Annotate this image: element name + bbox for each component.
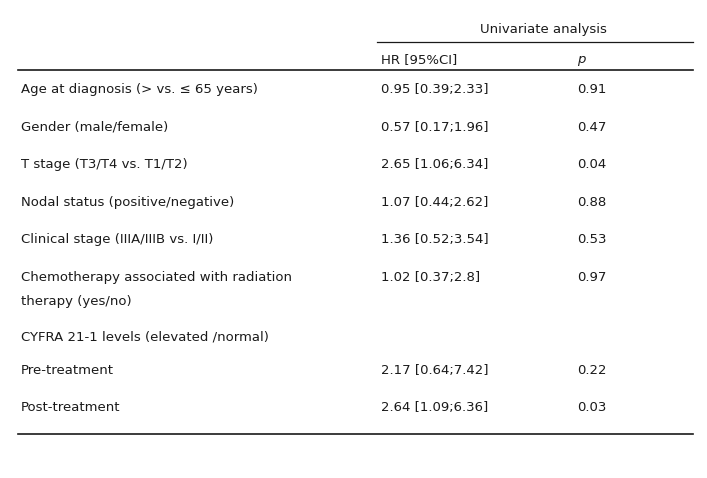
Text: 1.36 [0.52;3.54]: 1.36 [0.52;3.54]: [380, 233, 489, 247]
Text: Univariate analysis: Univariate analysis: [480, 23, 607, 36]
Text: 2.17 [0.64;7.42]: 2.17 [0.64;7.42]: [380, 364, 488, 377]
Text: 0.47: 0.47: [578, 120, 607, 134]
Text: Pre-treatment: Pre-treatment: [21, 364, 114, 377]
Text: therapy (yes/no): therapy (yes/no): [21, 295, 132, 308]
Text: 1.02 [0.37;2.8]: 1.02 [0.37;2.8]: [380, 271, 480, 284]
Text: 2.64 [1.09;6.36]: 2.64 [1.09;6.36]: [380, 402, 488, 414]
Text: 2.65 [1.06;6.34]: 2.65 [1.06;6.34]: [380, 158, 488, 171]
Text: 0.04: 0.04: [578, 158, 607, 171]
Text: 0.91: 0.91: [578, 83, 607, 96]
Text: 0.57 [0.17;1.96]: 0.57 [0.17;1.96]: [380, 120, 488, 134]
Text: HR [95%CI]: HR [95%CI]: [380, 53, 457, 66]
Text: Age at diagnosis (> vs. ≤ 65 years): Age at diagnosis (> vs. ≤ 65 years): [21, 83, 258, 96]
Text: T stage (T3/T4 vs. T1/T2): T stage (T3/T4 vs. T1/T2): [21, 158, 187, 171]
Text: 0.95 [0.39;2.33]: 0.95 [0.39;2.33]: [380, 83, 488, 96]
Text: 0.03: 0.03: [578, 402, 607, 414]
Text: Chemotherapy associated with radiation: Chemotherapy associated with radiation: [21, 271, 292, 284]
Text: 0.53: 0.53: [578, 233, 607, 247]
Text: Post-treatment: Post-treatment: [21, 402, 120, 414]
Text: CYFRA 21-1 levels (elevated /normal): CYFRA 21-1 levels (elevated /normal): [21, 331, 269, 344]
Text: Clinical stage (IIIA/IIIB vs. I/II): Clinical stage (IIIA/IIIB vs. I/II): [21, 233, 214, 247]
Text: 0.97: 0.97: [578, 271, 607, 284]
Text: 1.07 [0.44;2.62]: 1.07 [0.44;2.62]: [380, 196, 488, 209]
Text: p: p: [578, 53, 586, 66]
Text: Gender (male/female): Gender (male/female): [21, 120, 168, 134]
Text: 0.88: 0.88: [578, 196, 607, 209]
Text: Nodal status (positive/negative): Nodal status (positive/negative): [21, 196, 234, 209]
Text: 0.22: 0.22: [578, 364, 607, 377]
